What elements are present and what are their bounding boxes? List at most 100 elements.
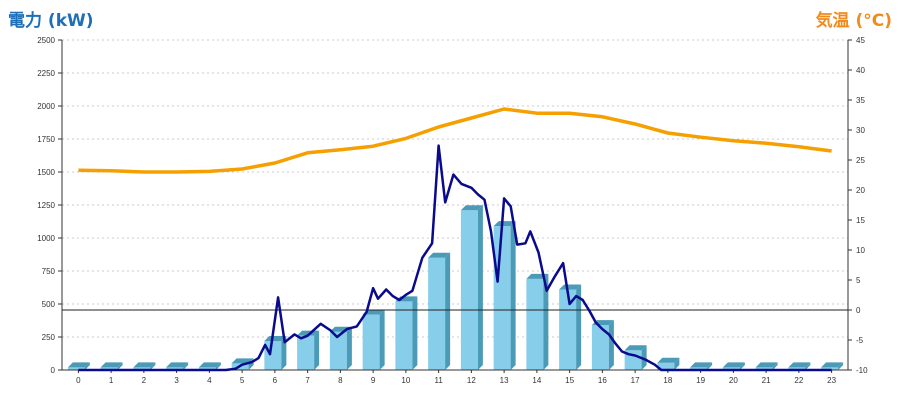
x-tick-label: 7 [305,376,310,385]
axes [58,39,852,373]
bar-top [821,362,844,368]
bar-side [215,362,221,370]
y-left-tick-label: 500 [42,300,56,309]
bar [493,221,516,370]
bar [166,362,189,370]
x-tick-label: 10 [401,376,410,385]
bar-side [772,362,778,370]
bar-side [412,296,418,370]
bar-side [183,362,189,370]
bar-side [314,330,320,370]
bar [362,309,385,370]
bar-side [150,362,156,370]
x-tick-label: 22 [794,376,803,385]
bar-front [133,367,151,370]
y-right-tick-label: 35 [856,96,865,105]
y-left-tick-label: 2000 [37,102,55,111]
y-left-tick-label: 1750 [37,135,55,144]
bar [100,362,123,370]
x-tick-label: 15 [565,376,574,385]
bar-top [690,362,713,368]
bar [690,362,713,370]
bar-front [591,325,609,370]
y-left-tick-label: 1250 [37,201,55,210]
bar-front [821,367,839,370]
y-left-tick-label: 1500 [37,168,55,177]
bar [657,357,680,370]
bar-front [657,362,675,370]
bar-top [559,284,582,290]
bar-front [526,278,544,370]
x-tick-label: 19 [696,376,705,385]
x-tick-label: 17 [631,376,640,385]
bar-front [297,335,315,370]
bar [297,330,320,370]
temperature-line [78,107,832,174]
x-tick-label: 13 [500,376,509,385]
bar-front [559,289,577,370]
x-tick-label: 1 [109,376,114,385]
bar-front [100,367,118,370]
x-tick-label: 23 [827,376,836,385]
bar-side [674,357,680,370]
bar-top [788,362,811,368]
bar [526,273,549,370]
bar-side [641,345,647,370]
x-tick-label: 9 [371,376,376,385]
bar [67,362,90,370]
y-left-tick-label: 0 [51,366,56,375]
bar-side [281,335,287,370]
x-tick-label: 18 [663,376,672,385]
bar [428,252,451,370]
x-tick-label: 20 [729,376,738,385]
bar-side [117,362,123,370]
bar-side [379,309,385,370]
x-tick-label: 5 [240,376,245,385]
x-tick-label: 6 [273,376,278,385]
bar-side [477,205,483,370]
bar [198,362,221,370]
y-left-tick-label: 1000 [37,234,55,243]
bar-side [608,320,614,370]
x-tick-label: 2 [142,376,147,385]
bar-side [739,362,745,370]
bar-side [510,221,516,370]
bar-top [624,345,647,351]
y-right-tick-label: 20 [856,186,865,195]
bar-side [805,362,811,370]
y-left-tick-label: 250 [42,333,56,342]
bar-front [428,257,446,370]
bar-front [362,314,380,370]
bar-side [346,326,352,370]
bar-side [707,362,713,370]
bar-top [133,362,156,368]
bar-front [755,367,773,370]
bar-front [264,340,282,370]
bar [264,335,287,370]
bar-top [755,362,778,368]
y-right-tick-label: 30 [856,126,865,135]
x-tick-label: 14 [532,376,541,385]
bar [722,362,745,370]
bar [821,362,844,370]
bar-top [67,362,90,368]
line-series [78,107,832,372]
bar-top [166,362,189,368]
bar-front [67,367,85,370]
bar-top [460,205,483,211]
bar-top [657,357,680,363]
left-axis-title: 電力 (kW) [8,11,94,31]
y-right-tick-label: -10 [856,366,868,375]
bar-front [329,331,347,370]
x-tick-label: 11 [434,376,443,385]
bar-front [395,301,413,370]
bar [755,362,778,370]
y-left-tick-label: 2250 [37,69,55,78]
bar-top [493,221,516,227]
y-left-tick-label: 2500 [37,36,55,45]
x-tick-label: 0 [76,376,81,385]
bar-top [264,335,287,341]
bar-top [100,362,123,368]
x-tick-label: 16 [598,376,607,385]
y-right-tick-label: 15 [856,216,865,225]
